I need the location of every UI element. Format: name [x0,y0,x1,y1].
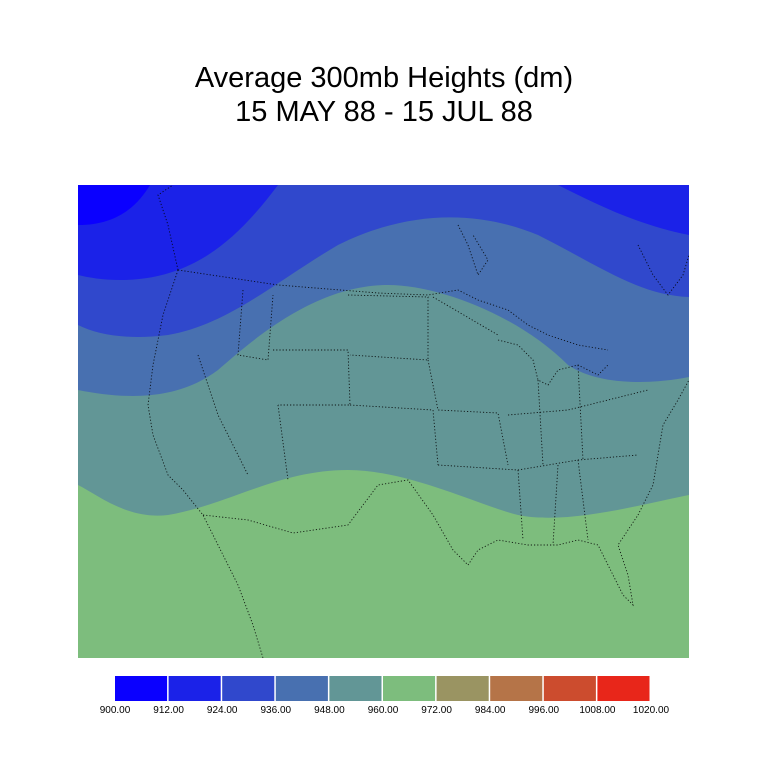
legend-tick-label: 948.00 [314,705,345,716]
legend-swatch [222,676,275,701]
state-line [237,289,274,361]
legend-tick-label: 1020.00 [632,705,670,716]
legend-swatch [115,676,168,701]
legend-tick-label: 936.00 [260,705,292,716]
legend-swatch [275,676,328,701]
legend-tick-label: 972.00 [421,705,452,716]
band-900-912 [78,185,150,225]
legend-swatch [168,676,221,701]
legend-swatch [383,676,436,701]
chart-title: Average 300mb Heights (dm) [194,62,574,94]
state-line [577,459,589,541]
legend-tick-label: 960.00 [367,705,399,716]
state-line [517,469,524,541]
us-mexico-border [202,479,469,566]
legend-swatch [597,676,650,701]
canadian-coastline [157,185,179,271]
us-canada-border [177,269,609,351]
state-line [552,464,559,546]
legend-tick-label: 912.00 [153,705,184,716]
legend-swatch [329,676,382,701]
great-lakes [497,339,609,386]
legend-tick-label: 900.00 [99,705,131,716]
canada-east-coast [637,244,689,296]
legend-tick-label: 924.00 [206,705,238,716]
height-contour-map [78,185,689,658]
legend-tick-label: 996.00 [528,705,560,716]
state-line [507,389,649,416]
state-line [537,379,544,466]
band-912-924 [78,185,689,280]
map-boundaries [147,185,689,658]
state-line [427,359,509,466]
legend-swatch [543,676,596,701]
state-line [273,349,351,406]
chart-subtitle: 15 MAY 88 - 15 JUL 88 [235,96,533,128]
legend-swatch [490,676,543,701]
color-legend [115,676,650,701]
legend-tick-label: 984.00 [474,705,506,716]
legend-swatch [436,676,489,701]
legend-tick-label: 1008.00 [579,705,616,716]
pacific-coastline [147,269,264,658]
